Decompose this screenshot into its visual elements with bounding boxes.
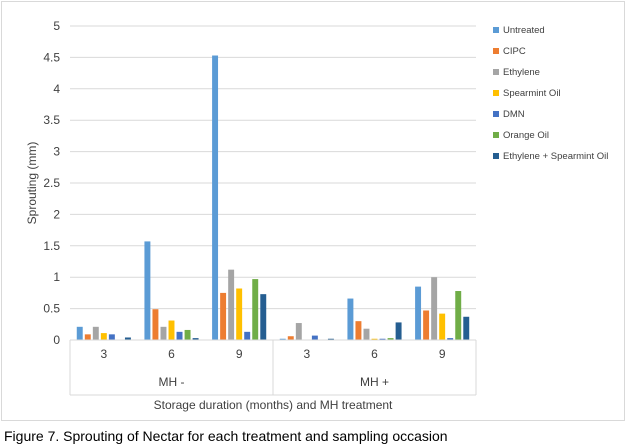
x-tick-label: 6 <box>168 347 175 361</box>
bar-cipc-5 <box>423 310 430 340</box>
bar-ethylene-spearmint-oil-4 <box>395 322 402 340</box>
x-tick-label: 9 <box>439 347 446 361</box>
bar-cipc-2 <box>220 292 227 340</box>
bar-untreated-0 <box>76 326 83 340</box>
bar-spearmint-oil-4 <box>371 338 378 340</box>
bar-dmn-4 <box>379 338 386 340</box>
bar-cipc-3 <box>287 336 294 340</box>
legend-swatch <box>493 90 499 96</box>
bar-orange-oil-2 <box>252 279 259 340</box>
legend-swatch <box>493 132 499 138</box>
y-tick-label: 4 <box>53 82 60 96</box>
x-axis-title: Storage duration (months) and MH treatme… <box>154 398 393 412</box>
bar-untreated-4 <box>347 298 354 340</box>
bar-spearmint-oil-2 <box>236 288 243 340</box>
y-tick-label: 0.5 <box>43 302 60 316</box>
legend-swatch <box>493 153 499 159</box>
legend-label: DMN <box>503 109 525 120</box>
bar-ethylene-spearmint-oil-0 <box>124 337 131 340</box>
x-tick-label: 3 <box>100 347 107 361</box>
bar-ethylene-spearmint-oil-2 <box>260 294 267 340</box>
y-axis-title: Sprouting (mm) <box>25 142 39 225</box>
bar-spearmint-oil-0 <box>100 333 107 340</box>
chart-frame <box>1 1 625 421</box>
bar-untreated-5 <box>415 286 422 340</box>
y-tick-label: 1 <box>53 270 60 284</box>
bar-ethylene-spearmint-oil-5 <box>463 316 470 340</box>
bar-untreated-1 <box>144 241 151 340</box>
bar-ethylene-5 <box>431 277 438 340</box>
bar-ethylene-spearmint-oil-1 <box>192 338 199 340</box>
y-tick-label: 2 <box>53 207 60 221</box>
legend-swatch <box>493 48 499 54</box>
y-tick-label: 0 <box>53 333 60 347</box>
y-tick-label: 3.5 <box>43 113 60 127</box>
bar-dmn-1 <box>176 331 183 340</box>
y-tick-label: 3 <box>53 145 60 159</box>
bar-chart: 0 0.5 1 1.5 2 2.5 3 3.5 4 4.5 5 3 6 9 3 6 9 MH - MH + Stora… <box>25 19 608 412</box>
bar-untreated-2 <box>212 55 219 341</box>
bar-dmn-5 <box>447 338 454 340</box>
x-tick-label: 3 <box>303 347 310 361</box>
bar-ethylene-4 <box>363 328 370 340</box>
bar-dmn-3 <box>311 335 318 340</box>
legend-label: Ethylene <box>503 67 540 78</box>
legend-label: Orange Oil <box>503 130 549 141</box>
group-label: MH + <box>360 375 389 389</box>
legend-swatch <box>493 69 499 75</box>
bar-orange-oil-5 <box>455 291 462 340</box>
bar-cipc-4 <box>355 321 362 340</box>
bar-spearmint-oil-5 <box>439 313 446 340</box>
bar-ethylene-1 <box>160 326 167 340</box>
bar-orange-oil-4 <box>387 338 394 340</box>
bar-dmn-0 <box>108 334 115 340</box>
legend-label: Untreated <box>503 25 545 36</box>
y-tick-label: 2.5 <box>43 176 60 190</box>
bar-ethylene-spearmint-oil-3 <box>327 338 334 340</box>
bar-cipc-1 <box>152 309 159 340</box>
legend-swatch <box>493 27 499 33</box>
bar-orange-oil-1 <box>184 329 191 340</box>
bar-spearmint-oil-1 <box>168 320 175 340</box>
y-tick-label: 5 <box>53 19 60 33</box>
legend-label: Spearmint Oil <box>503 88 561 99</box>
y-tick-label: 4.5 <box>43 50 60 64</box>
bar-ethylene-3 <box>295 323 302 340</box>
bar-dmn-2 <box>244 331 251 340</box>
bar-cipc-0 <box>84 334 91 340</box>
legend-label: CIPC <box>503 46 526 57</box>
y-tick-label: 1.5 <box>43 239 60 253</box>
bar-ethylene-2 <box>228 269 235 340</box>
bar-ethylene-0 <box>92 326 99 340</box>
x-tick-label: 9 <box>236 347 243 361</box>
group-label: MH - <box>159 375 185 389</box>
x-tick-label: 6 <box>371 347 378 361</box>
figure-caption: Figure 7. Sprouting of Nectar for each t… <box>4 428 448 444</box>
legend-label: Ethylene + Spearmint Oil <box>503 151 608 162</box>
legend-swatch <box>493 111 499 117</box>
bar-untreated-3 <box>279 338 286 340</box>
